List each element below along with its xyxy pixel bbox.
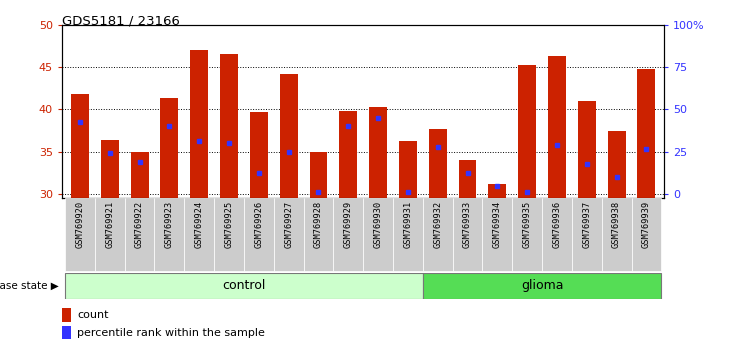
Bar <box>423 198 453 271</box>
Bar <box>184 198 214 271</box>
Text: count: count <box>77 310 109 320</box>
Bar <box>250 112 268 198</box>
Text: GSM769933: GSM769933 <box>463 200 472 248</box>
Bar <box>631 198 661 271</box>
Text: GSM769929: GSM769929 <box>344 200 353 248</box>
Bar <box>458 160 477 198</box>
Bar <box>453 198 483 271</box>
Bar <box>101 140 119 198</box>
Bar <box>62 308 71 322</box>
Bar <box>62 326 71 339</box>
Bar <box>399 141 417 198</box>
Bar <box>518 64 536 198</box>
Bar <box>578 101 596 198</box>
Bar <box>572 198 602 271</box>
Bar <box>423 273 661 299</box>
Bar <box>214 198 244 271</box>
Bar <box>483 198 512 271</box>
Bar <box>512 198 542 271</box>
Text: GSM769927: GSM769927 <box>284 200 293 248</box>
Text: GSM769935: GSM769935 <box>523 200 531 248</box>
Text: GSM769932: GSM769932 <box>433 200 442 248</box>
Text: GDS5181 / 23166: GDS5181 / 23166 <box>62 14 180 27</box>
Bar <box>488 184 507 198</box>
Bar <box>364 198 393 271</box>
Bar <box>310 152 327 198</box>
Text: GSM769925: GSM769925 <box>225 200 234 248</box>
Bar <box>125 198 155 271</box>
Text: GSM769931: GSM769931 <box>404 200 412 248</box>
Bar <box>244 198 274 271</box>
Text: GSM769926: GSM769926 <box>254 200 264 248</box>
Text: GSM769920: GSM769920 <box>75 200 85 248</box>
Text: GSM769937: GSM769937 <box>583 200 591 248</box>
Text: GSM769939: GSM769939 <box>642 200 651 248</box>
Text: glioma: glioma <box>520 279 564 292</box>
Bar <box>339 111 357 198</box>
Bar <box>369 107 387 198</box>
Text: GSM769930: GSM769930 <box>374 200 383 248</box>
Bar <box>334 198 364 271</box>
Bar <box>429 129 447 198</box>
Text: GSM769921: GSM769921 <box>105 200 115 248</box>
Text: GSM769936: GSM769936 <box>553 200 561 248</box>
Bar <box>65 198 95 271</box>
Text: percentile rank within the sample: percentile rank within the sample <box>77 328 265 338</box>
Bar <box>280 74 298 198</box>
Bar <box>602 198 631 271</box>
Bar <box>131 152 148 198</box>
Bar <box>95 198 125 271</box>
Bar <box>220 55 238 198</box>
Text: GSM769924: GSM769924 <box>195 200 204 248</box>
Text: control: control <box>222 279 266 292</box>
Bar <box>542 198 572 271</box>
Text: GSM769938: GSM769938 <box>612 200 621 248</box>
Text: GSM769922: GSM769922 <box>135 200 144 248</box>
Bar <box>191 50 208 198</box>
Bar <box>65 273 423 299</box>
Text: GSM769928: GSM769928 <box>314 200 323 248</box>
Bar <box>393 198 423 271</box>
Text: GSM769923: GSM769923 <box>165 200 174 248</box>
Bar <box>274 198 304 271</box>
Bar <box>304 198 334 271</box>
Bar <box>71 94 89 198</box>
Bar <box>155 198 184 271</box>
Bar <box>607 131 626 198</box>
Text: disease state ▶: disease state ▶ <box>0 281 58 291</box>
Bar <box>161 98 178 198</box>
Bar <box>548 56 566 198</box>
Text: GSM769934: GSM769934 <box>493 200 502 248</box>
Bar <box>637 69 656 198</box>
